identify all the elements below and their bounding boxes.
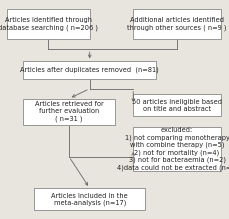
- Text: excluded:
1) not comparing monotherapy
with combine therapy (n=5)
2) not for mor: excluded: 1) not comparing monotherapy w…: [116, 127, 229, 171]
- Text: Additional articles identified
through other sources ( n=9 ): Additional articles identified through o…: [127, 17, 226, 31]
- Text: Articles after duplicates removed  (n=81): Articles after duplicates removed (n=81): [20, 67, 158, 73]
- FancyBboxPatch shape: [133, 127, 220, 171]
- FancyBboxPatch shape: [133, 94, 220, 116]
- Text: Articles included in the
meta-analysis (n=17): Articles included in the meta-analysis (…: [51, 193, 128, 206]
- FancyBboxPatch shape: [23, 61, 156, 79]
- Text: Articles retrieved for
further evaluation
( n=31 ): Articles retrieved for further evaluatio…: [35, 101, 103, 122]
- FancyBboxPatch shape: [7, 9, 89, 39]
- FancyBboxPatch shape: [34, 188, 144, 210]
- FancyBboxPatch shape: [133, 9, 220, 39]
- Text: Articles identified through
database searching ( n=206 ): Articles identified through database sea…: [0, 17, 98, 31]
- FancyBboxPatch shape: [23, 99, 115, 125]
- Text: 50 articles ineligible based
on title and abstract: 50 articles ineligible based on title an…: [131, 99, 221, 112]
